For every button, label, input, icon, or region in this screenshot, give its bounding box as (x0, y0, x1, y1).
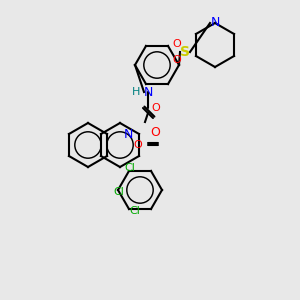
Text: Cl: Cl (124, 163, 135, 173)
Text: N: N (144, 85, 153, 98)
Text: Cl: Cl (113, 187, 124, 197)
Text: Cl: Cl (129, 206, 140, 216)
Text: H: H (132, 87, 140, 97)
Text: S: S (180, 45, 190, 59)
Text: N: N (210, 16, 220, 29)
Text: O: O (172, 55, 182, 65)
Text: O: O (172, 39, 182, 49)
Text: N: N (123, 128, 133, 142)
Text: O: O (150, 125, 160, 139)
Text: O: O (134, 140, 142, 150)
Text: O: O (152, 103, 160, 113)
